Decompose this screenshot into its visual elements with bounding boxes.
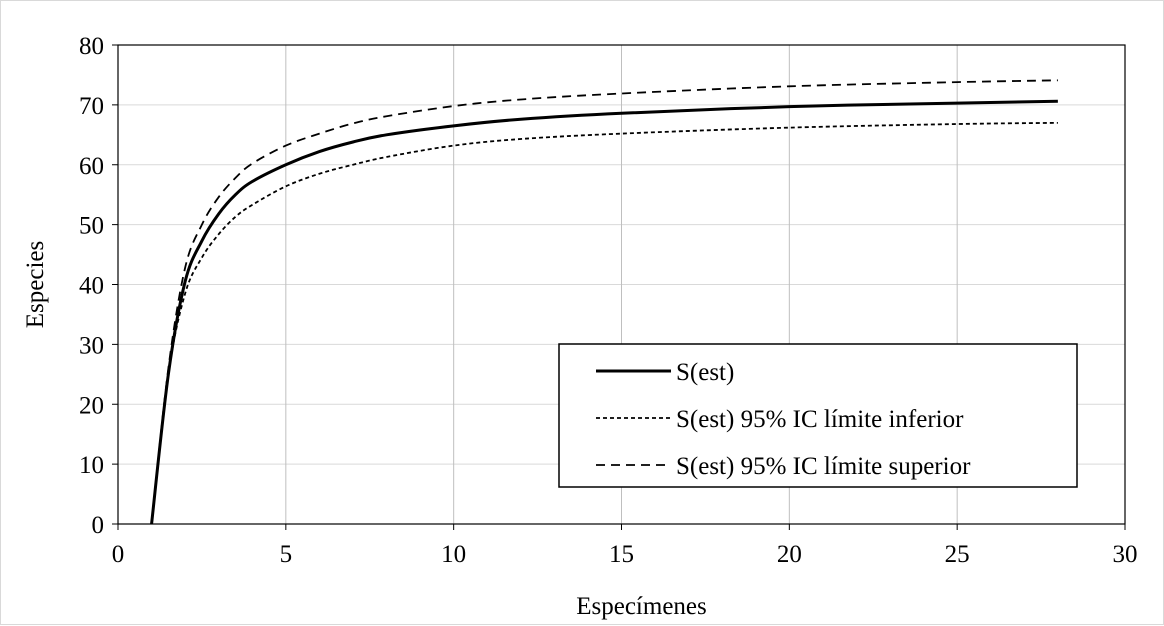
y-axis-title: Especies <box>22 241 49 328</box>
x-tick-label: 15 <box>609 541 634 568</box>
x-tick-label: 5 <box>280 541 293 568</box>
y-tick-label: 10 <box>79 452 104 479</box>
y-tick-label: 30 <box>79 332 104 359</box>
series-line-2 <box>150 121 1058 525</box>
axes <box>112 44 1126 530</box>
legend-box <box>558 343 1078 488</box>
series-line-3 <box>150 79 1058 525</box>
y-tick-label: 50 <box>79 213 104 240</box>
legend-label-1: S(est) <box>676 359 734 386</box>
y-tick-label: 80 <box>79 33 104 60</box>
legend-label-2: S(est) 95% IC límite inferior <box>676 406 964 433</box>
legend: S(est) S(est) 95% IC límite inferior S(est… <box>558 343 1078 488</box>
y-tick-label: 20 <box>79 392 104 419</box>
tick-labels: 0 5 10 15 20 25 30 0 10 20 30 40 50 60 70 80 <box>79 33 1138 568</box>
data-series <box>150 79 1058 525</box>
legend-label-3: S(est) 95% IC límite superior <box>676 453 971 480</box>
y-tick-label: 60 <box>79 153 104 180</box>
x-tick-label: 25 <box>945 541 970 568</box>
y-tick-label: 70 <box>79 93 104 120</box>
y-tick-label: 40 <box>79 273 104 300</box>
y-tick-label: 0 <box>92 512 105 539</box>
x-tick-label: 30 <box>1113 541 1138 568</box>
x-axis-title: Especímenes <box>576 593 707 620</box>
x-tick-label: 10 <box>441 541 466 568</box>
series-line-1 <box>150 99 1058 525</box>
x-tick-label: 0 <box>112 541 125 568</box>
x-tick-label: 20 <box>777 541 802 568</box>
